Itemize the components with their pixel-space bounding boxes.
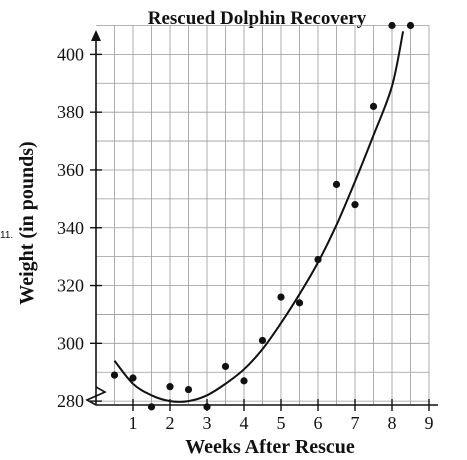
data-point — [258, 336, 267, 345]
data-point — [147, 403, 156, 411]
y-axis-label: Weight (in pounds) — [16, 141, 38, 304]
data-point — [406, 21, 415, 30]
y-axis-break-icon — [85, 386, 107, 406]
x-tick-label: 6 — [314, 413, 323, 433]
y-tick-label: 300 — [57, 333, 84, 353]
chart-title: Rescued Dolphin Recovery — [148, 8, 367, 29]
data-point — [240, 377, 248, 385]
y-tick-label: 360 — [57, 160, 84, 180]
data-point — [295, 299, 304, 307]
data-point — [166, 383, 174, 391]
x-tick-label: 1 — [129, 413, 138, 433]
x-axis-label: Weeks After Rescue — [185, 436, 355, 458]
y-tick-label: 340 — [57, 218, 84, 238]
y-tick-label: 380 — [57, 102, 84, 122]
question-number: 11. — [0, 230, 13, 241]
ticks: 1 2 3 4 5 6 7 8 9 280 300 320 340 360 380 400 — [57, 44, 434, 433]
trend-curve — [113, 31, 405, 403]
data-points — [110, 21, 415, 411]
data-point — [332, 180, 341, 189]
data-point — [277, 293, 285, 301]
x-tick-label: 7 — [351, 413, 360, 433]
data-point — [388, 21, 396, 30]
data-point — [184, 385, 193, 394]
data-point — [203, 403, 211, 411]
data-point — [221, 362, 230, 371]
x-tick-label: 9 — [425, 413, 434, 433]
x-tick-label: 4 — [240, 413, 249, 433]
y-tick-label: 280 — [57, 391, 84, 411]
x-tick-label: 5 — [277, 413, 286, 433]
data-point — [314, 255, 322, 264]
x-tick-label: 3 — [203, 413, 212, 433]
x-tick-label: 8 — [388, 413, 397, 433]
data-point — [110, 371, 119, 379]
y-axis-arrow-icon — [91, 30, 101, 41]
data-point — [351, 201, 359, 209]
data-point — [369, 102, 378, 110]
x-tick-label: 2 — [166, 413, 175, 433]
y-tick-label: 400 — [57, 44, 84, 64]
data-point — [129, 374, 137, 382]
y-tick-label: 320 — [57, 276, 84, 296]
